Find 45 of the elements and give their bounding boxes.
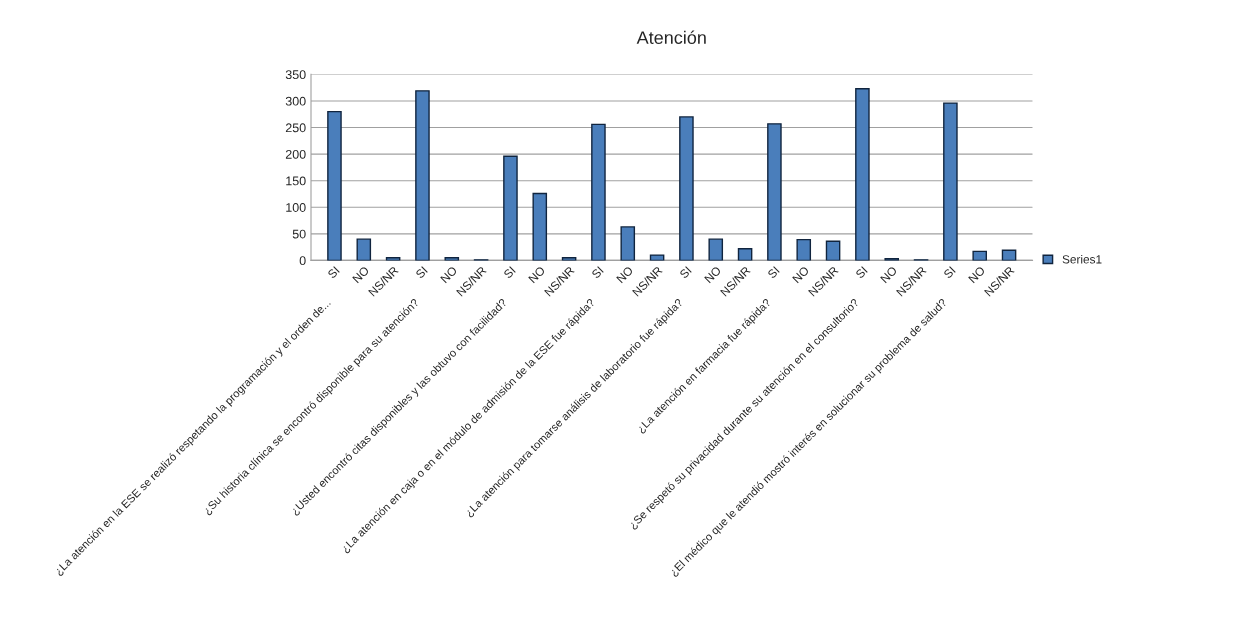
y-tick-label: 300 bbox=[285, 96, 306, 106]
x-tick-label: NO bbox=[440, 265, 458, 284]
bar bbox=[415, 90, 430, 261]
x-tick-label: SI bbox=[415, 266, 428, 279]
bar bbox=[532, 192, 548, 261]
x-tick-label: NO bbox=[616, 265, 634, 284]
y-tick-label: 0 bbox=[299, 256, 306, 266]
x-tick-label: NO bbox=[352, 265, 370, 284]
bar bbox=[327, 110, 342, 261]
y-tick-label: 150 bbox=[286, 176, 306, 186]
x-tick-label: NO bbox=[528, 265, 546, 284]
bar bbox=[679, 116, 694, 261]
x-tick-label: NO bbox=[968, 265, 986, 284]
x-tick-label: NO bbox=[792, 265, 810, 284]
chart-title: Atención bbox=[636, 30, 706, 45]
bar bbox=[737, 248, 753, 261]
x-tick-label: NO bbox=[704, 265, 722, 284]
x-tick-label: SI bbox=[327, 266, 340, 279]
y-tick-label: 350 bbox=[285, 70, 306, 80]
bar bbox=[825, 240, 841, 261]
bar bbox=[943, 102, 958, 261]
bar bbox=[356, 238, 372, 261]
y-tick-label: 250 bbox=[285, 123, 306, 133]
x-tick-label: SI bbox=[503, 266, 516, 279]
bar bbox=[855, 88, 870, 261]
bar bbox=[972, 250, 988, 261]
x-tick-label: SI bbox=[679, 266, 692, 279]
bar bbox=[649, 254, 665, 261]
bar bbox=[1001, 249, 1017, 261]
x-tick-label: SI bbox=[591, 266, 604, 279]
bar bbox=[796, 238, 812, 261]
y-tick-label: 50 bbox=[292, 229, 306, 239]
bar bbox=[444, 257, 460, 261]
y-tick-label: 200 bbox=[285, 149, 306, 159]
bar bbox=[620, 226, 636, 261]
x-tick-label: NO bbox=[880, 265, 898, 284]
legend-label: Series1 bbox=[1062, 254, 1102, 264]
bar bbox=[591, 123, 606, 261]
y-tick-label: 100 bbox=[286, 203, 306, 212]
x-tick-label: SI bbox=[767, 266, 780, 279]
x-tick-label: SI bbox=[855, 266, 868, 279]
x-tick-label: SI bbox=[943, 266, 956, 279]
bar bbox=[708, 238, 724, 261]
bar bbox=[503, 155, 518, 261]
bar bbox=[767, 123, 782, 261]
